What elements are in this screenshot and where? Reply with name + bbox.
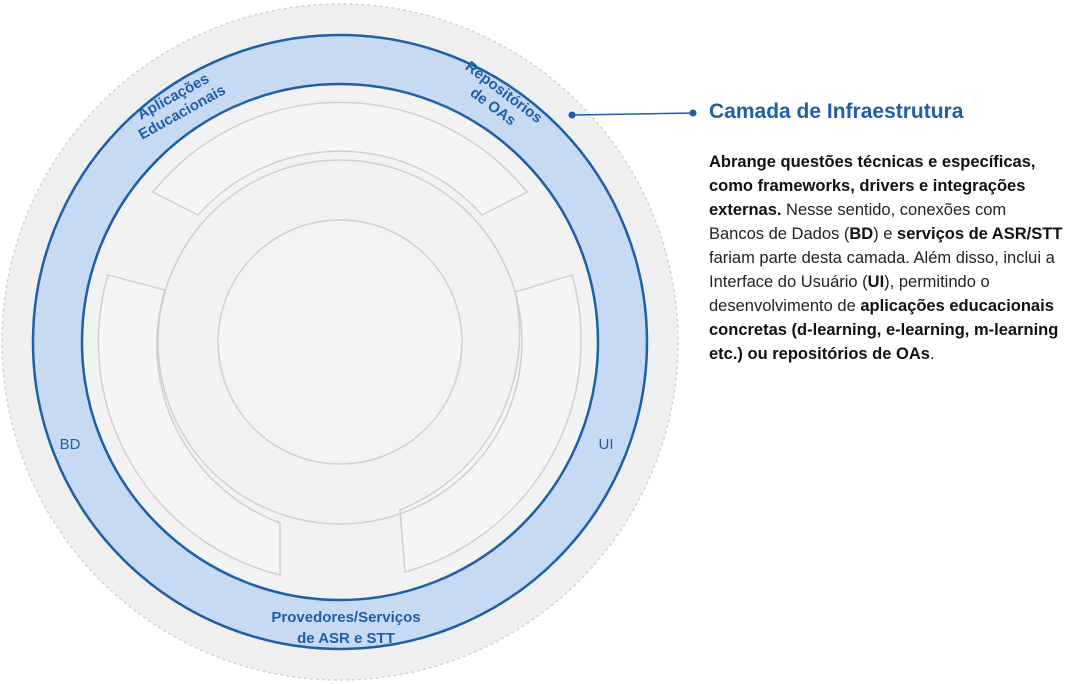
label-provedores-line1: Provedores/Serviços [271,609,420,626]
body-bold-1: Abrange questões técnicas e específicas,… [709,153,1036,219]
inner-segments [97,101,582,576]
body-bold-aplicacoes: aplicações educacionais concretas (d-lea… [709,297,1059,363]
body-bold-bd: BD [849,225,874,243]
body-bold-ui: UI [867,273,885,291]
body-text-6: fariam parte desta camada. Além disso, i… [709,249,1055,291]
body-text-10: . [929,345,935,363]
callout-dot-ring [568,111,576,119]
body-text-8: ), permitindo o desenvolvimento de [709,273,990,315]
segment-right [399,274,582,573]
segment-left [97,274,281,576]
body-bold-asr-stt: serviços de ASR/STT [897,225,1063,243]
callout-title: Camada de Infraestrutura [709,100,964,123]
label-bd: BD [60,436,81,453]
segment-top [151,101,529,216]
label-ui: UI [599,436,614,453]
callout-body: Abrange questões técnicas e específicas,… [709,150,1064,366]
body-text-2: Nesse sentido, conexões com Bancos de Da… [709,201,1007,243]
callout-dot-text [689,109,697,117]
label-provedores-line2: de ASR e STT [297,630,395,647]
callout-connector-line [571,112,694,116]
middle-ring [157,159,523,525]
core-circle [217,219,463,465]
body-text-4: ) e [873,225,898,243]
